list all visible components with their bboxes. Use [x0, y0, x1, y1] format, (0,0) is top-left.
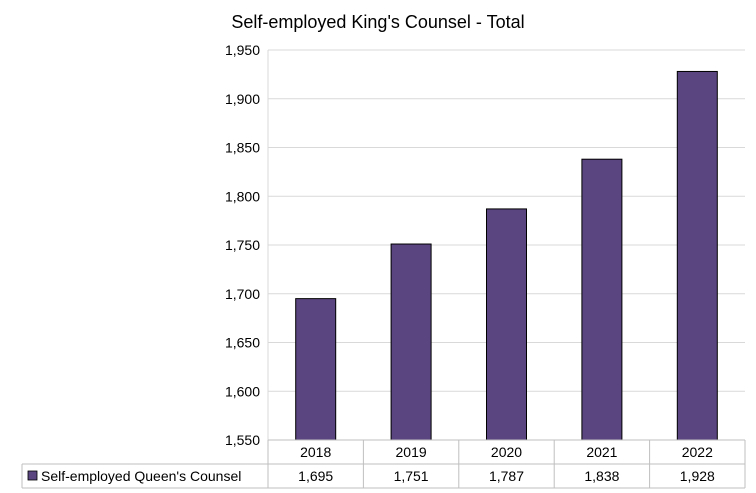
category-label: 2018: [300, 444, 331, 460]
bars: [295, 70, 718, 441]
y-axis-tick-labels: 1,550 1,600 1,650 1,700 1,750 1,800 1,850 1,900…: [225, 42, 260, 448]
data-label: 1,751: [394, 468, 429, 484]
y-tick-label: 1,950: [225, 42, 260, 58]
legend-label: Self-employed Queen's Counsel: [41, 468, 241, 484]
bar-2021: [581, 158, 623, 441]
data-label: 1,695: [298, 468, 333, 484]
y-tick-label: 1,900: [225, 91, 260, 107]
bar-2020: [486, 208, 527, 441]
y-tick-label: 1,750: [225, 237, 260, 253]
y-tick-label: 1,700: [225, 286, 260, 302]
gridlines: [267, 49, 745, 440]
y-tick-label: 1,850: [225, 140, 260, 156]
bar-2022: [676, 70, 718, 441]
y-tick-label: 1,650: [225, 335, 260, 351]
bar-2019: [390, 243, 432, 441]
y-tick-label: 1,800: [225, 188, 260, 204]
category-label: 2020: [491, 444, 522, 460]
data-label: 1,787: [489, 468, 524, 484]
y-tick-label: 1,550: [225, 432, 260, 448]
data-label: 1,928: [680, 468, 715, 484]
legend-swatch: [27, 470, 38, 481]
category-label: 2021: [586, 444, 617, 460]
bar-2018: [295, 298, 337, 441]
chart-title: Self-employed King's Counsel - Total: [231, 12, 524, 32]
y-tick-label: 1,600: [225, 383, 260, 399]
data-label: 1,838: [584, 468, 619, 484]
data-table: 2018 1,695 2019 1,751 2020 1,787 2021 1,838 2022…: [21, 439, 746, 489]
category-label: 2019: [396, 444, 427, 460]
category-label: 2022: [682, 444, 713, 460]
